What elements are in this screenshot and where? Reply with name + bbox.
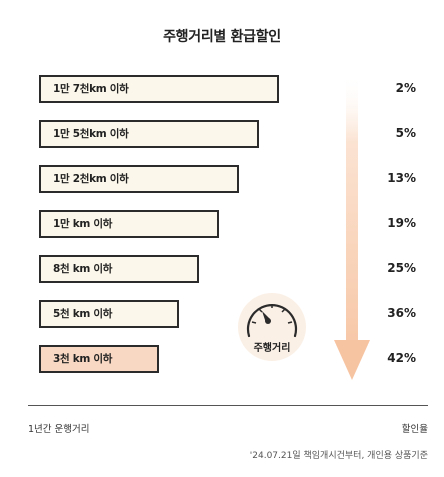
x-axis-label: 1년간 운행거리: [28, 424, 90, 435]
bar-2: 1만 5천km 이하: [39, 120, 259, 148]
value-label-1: 2%: [395, 81, 416, 95]
footnote: '24.07.21일 책임개시건부터, 개인용 상품기준: [249, 451, 428, 461]
value-label-3: 13%: [387, 171, 416, 185]
gauge-label: 주행거리: [254, 341, 291, 354]
arrow-down-icon: [334, 74, 370, 380]
bar-1: 1만 7천km 이하: [39, 75, 279, 103]
value-label-7: 42%: [387, 351, 416, 365]
value-label-6: 36%: [387, 306, 416, 320]
bar-4: 1만 km 이하: [39, 210, 219, 238]
value-label-2: 5%: [395, 126, 416, 140]
bar-5: 8천 km 이하: [39, 255, 199, 283]
bar-3: 1만 2천km 이하: [39, 165, 239, 193]
chart-title: 주행거리별 환급할인: [163, 29, 281, 45]
speedometer-icon: [238, 293, 306, 361]
axis-divider: [28, 405, 428, 406]
bar-6: 5천 km 이하: [39, 300, 179, 328]
bar-7: 3천 km 이하: [39, 345, 159, 373]
value-label-5: 25%: [387, 261, 416, 275]
y-axis-label: 할인율: [401, 424, 428, 435]
value-label-4: 19%: [387, 216, 416, 230]
